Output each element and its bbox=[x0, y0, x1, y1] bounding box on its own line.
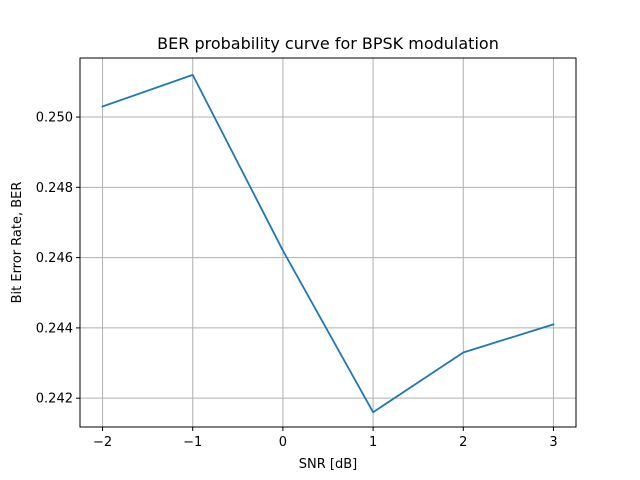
y-tick-label: 0.246 bbox=[36, 251, 73, 266]
x-tick-label: 3 bbox=[549, 435, 557, 450]
x-tick-label: 1 bbox=[369, 435, 377, 450]
x-tick-label: −2 bbox=[93, 435, 112, 450]
x-tick-label: 2 bbox=[459, 435, 467, 450]
plot-frame bbox=[79, 57, 577, 428]
y-axis-label: Bit Error Rate, BER bbox=[10, 182, 25, 304]
x-axis-label: SNR [dB] bbox=[299, 457, 357, 472]
x-tick-label: 0 bbox=[279, 435, 287, 450]
chart-title: BER probability curve for BPSK modulatio… bbox=[157, 34, 499, 53]
axis-ticks: −2 −1 0 1 2 3 0.242 0.244 0.246 0.248 0.250 bbox=[36, 111, 558, 450]
y-tick-label: 0.242 bbox=[36, 392, 73, 407]
x-tick-label: −1 bbox=[183, 435, 202, 450]
grid-lines bbox=[80, 58, 576, 427]
y-tick-label: 0.248 bbox=[36, 181, 73, 196]
ber-series-line bbox=[101, 73, 555, 414]
y-tick-label: 0.244 bbox=[36, 321, 73, 336]
y-tick-label: 0.250 bbox=[36, 111, 73, 126]
series-layer bbox=[101, 73, 555, 414]
